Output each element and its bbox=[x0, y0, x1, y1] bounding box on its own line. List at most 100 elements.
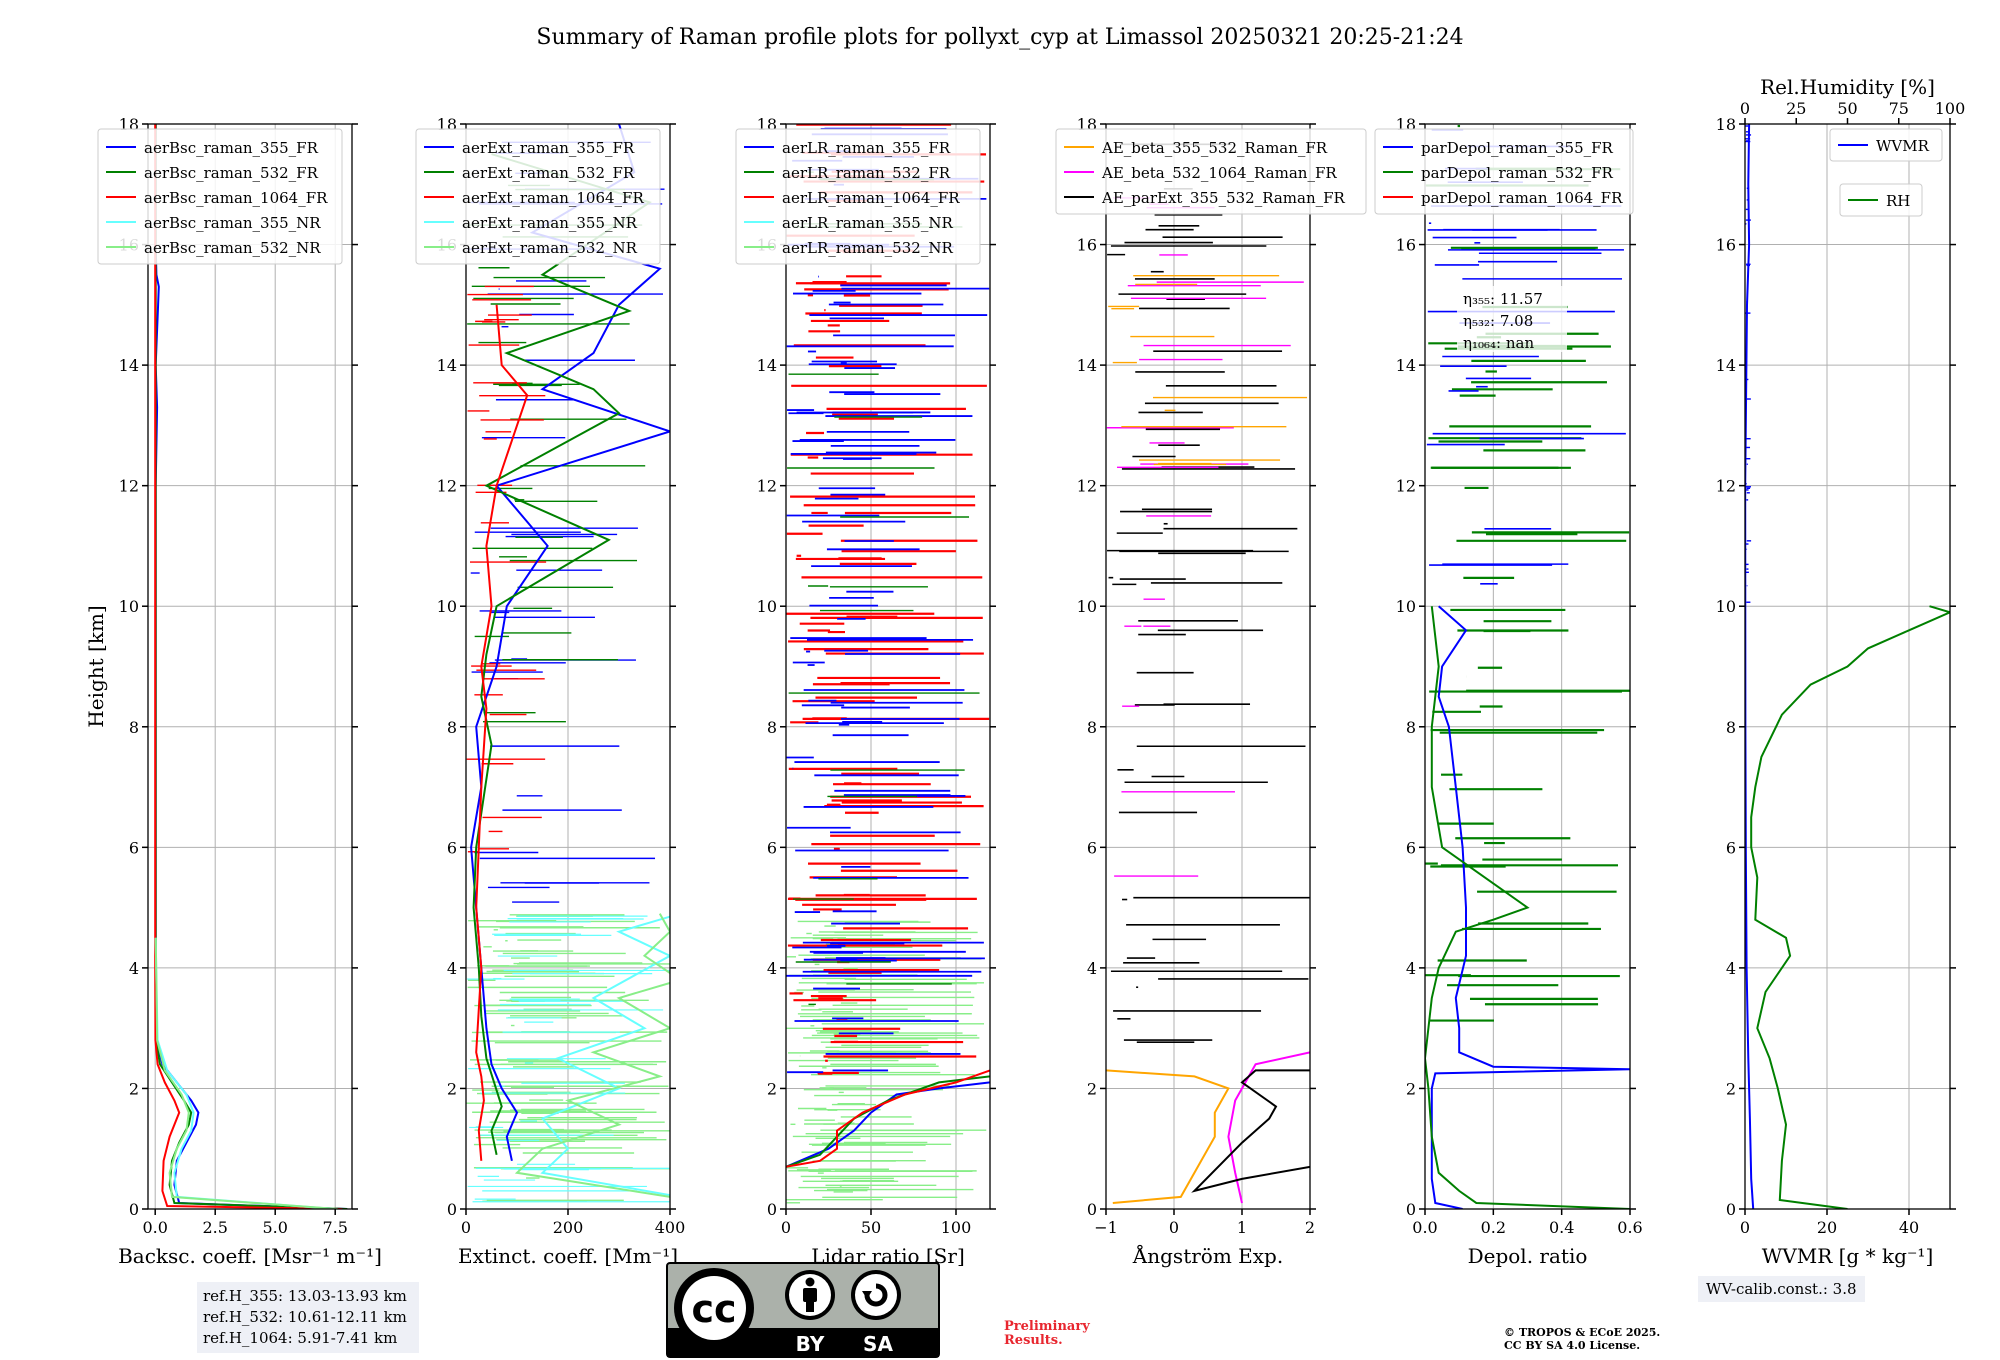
legend-box bbox=[415, 128, 661, 265]
series-line-AE_beta_532_1064_Raman_FR bbox=[1227, 1051, 1310, 1204]
legend-box bbox=[1829, 128, 1943, 162]
legend-box bbox=[1839, 183, 1923, 217]
x-tick-label: 20 bbox=[1817, 1218, 1837, 1237]
x-axis-label: Backsc. coeff. [Msr⁻¹ m⁻¹] bbox=[118, 1244, 382, 1268]
eta-line-eta355: η₃₅₅: 11.57 bbox=[1463, 290, 1543, 308]
x-tick-label: 100 bbox=[941, 1218, 972, 1237]
y-tick-label: 6 bbox=[1087, 838, 1097, 857]
series-line-aerBsc_raman_532_FR bbox=[154, 124, 348, 1209]
x-tick-label: 0 bbox=[781, 1218, 791, 1237]
x-tick-label: 2.5 bbox=[202, 1218, 227, 1237]
legend: AE_beta_355_532_Raman_FR AE_beta_532_1064… bbox=[1055, 128, 1367, 215]
legend-label-aerExt_raman_1064_FR: aerExt_raman_1064_FR bbox=[462, 189, 644, 207]
x-axis-label: WVMR [g * kg⁻¹] bbox=[1762, 1244, 1934, 1268]
preliminary-line-1: Preliminary bbox=[1004, 1319, 1090, 1334]
cc-share-alike-icon bbox=[851, 1270, 901, 1320]
series-line-aerExt_raman_355_FR bbox=[470, 124, 670, 1162]
y-tick-label: 6 bbox=[447, 838, 457, 857]
legend-label-aerExt_raman_355_NR: aerExt_raman_355_NR bbox=[462, 214, 638, 232]
series-line-aerBsc_raman_355_NR bbox=[154, 937, 336, 1209]
x-tick-label: 0.2 bbox=[1481, 1218, 1506, 1237]
series-line-aerExt_raman_1064_FR bbox=[475, 304, 529, 1161]
series-line-parDepol_raman_532_FR bbox=[1425, 606, 1630, 1209]
y-tick-label: 14 bbox=[757, 356, 777, 375]
preliminary-line-2: Results. bbox=[1004, 1333, 1063, 1348]
y-axis-label: Height [km] bbox=[84, 605, 108, 727]
y-tick-label: 10 bbox=[1077, 597, 1097, 616]
y-tick-label: 10 bbox=[757, 597, 777, 616]
legend-label-parDepol_raman_532_FR: parDepol_raman_532_FR bbox=[1421, 164, 1614, 182]
legend-label-aerExt_raman_532_FR: aerExt_raman_532_FR bbox=[462, 164, 635, 182]
y-tick-label: 14 bbox=[1716, 356, 1736, 375]
x-tick-label: 200 bbox=[553, 1218, 584, 1237]
preliminary-note: Preliminary Results. bbox=[1004, 1320, 1090, 1348]
x-tick-label: 0.6 bbox=[1617, 1218, 1642, 1237]
cc-person-icon bbox=[785, 1270, 835, 1320]
legend-label-AE_parExt_355_532_Raman_FR: AE_parExt_355_532_Raman_FR bbox=[1101, 189, 1346, 207]
copyright-line-1: © TROPOS & ECoE 2025. bbox=[1504, 1326, 1661, 1339]
legend-label-aerLR_raman_355_FR: aerLR_raman_355_FR bbox=[782, 139, 951, 157]
legend-label-aerLR_raman_1064_FR: aerLR_raman_1064_FR bbox=[782, 189, 960, 207]
series-line-parDepol_raman_355_FR bbox=[1430, 605, 1630, 1209]
legend-label-AE_beta_355_532_Raman_FR: AE_beta_355_532_Raman_FR bbox=[1101, 139, 1328, 157]
axes-frame bbox=[1424, 123, 1631, 1210]
y-tick-label: 12 bbox=[119, 477, 139, 496]
top-x-tick-label: 75 bbox=[1889, 99, 1909, 118]
y-tick-label: 8 bbox=[447, 718, 457, 737]
legend-box bbox=[1055, 128, 1367, 215]
x-axis-label: Depol. ratio bbox=[1468, 1244, 1588, 1268]
legend-label-parDepol_raman_355_FR: parDepol_raman_355_FR bbox=[1421, 139, 1614, 157]
series-line-aerExt_raman_355_NR bbox=[540, 915, 670, 1197]
legend-RH: RH bbox=[1839, 183, 1923, 217]
plot-area bbox=[1106, 143, 1310, 1204]
legend-label-aerExt_raman_355_FR: aerExt_raman_355_FR bbox=[462, 139, 635, 157]
y-tick-label: 4 bbox=[447, 959, 457, 978]
y-tick-label: 12 bbox=[757, 477, 777, 496]
series-line-aerBsc_raman_1064_FR bbox=[154, 124, 343, 1209]
plot-area bbox=[466, 124, 670, 1203]
plot-area bbox=[1745, 124, 1950, 1209]
legend-label-aerLR_raman_355_NR: aerLR_raman_355_NR bbox=[782, 214, 953, 232]
x-tick-label: 0.4 bbox=[1549, 1218, 1574, 1237]
y-tick-label: 8 bbox=[1087, 718, 1097, 737]
legend-WVMR: WVMR bbox=[1829, 128, 1943, 162]
x-tick-label: 40 bbox=[1899, 1218, 1919, 1237]
top-x-tick-label: 0 bbox=[1740, 99, 1750, 118]
legend-label-aerLR_raman_532_FR: aerLR_raman_532_FR bbox=[782, 164, 951, 182]
copyright-line-2: CC BY SA 4.0 License. bbox=[1504, 1339, 1641, 1352]
series-line-aerLR_raman_355_FR bbox=[786, 1081, 990, 1168]
wv-calibration-text: WV-calib.const.: 3.8 bbox=[1706, 1280, 1857, 1298]
y-tick-label: 8 bbox=[1406, 718, 1416, 737]
eta-line-eta532: η₅₃₂: 7.08 bbox=[1463, 312, 1533, 330]
y-tick-label: 4 bbox=[767, 959, 777, 978]
axes-frame bbox=[1105, 123, 1311, 1210]
series-line-AE_beta_355_532_Raman_FR bbox=[1106, 1069, 1230, 1204]
y-tick-label: 2 bbox=[1087, 1079, 1097, 1098]
series-line-RH bbox=[1750, 605, 1950, 1209]
y-tick-label: 2 bbox=[129, 1079, 139, 1098]
series-line-aerExt_raman_532_NR bbox=[514, 913, 670, 1198]
y-tick-label: 0 bbox=[1726, 1200, 1736, 1219]
x-tick-label: 50 bbox=[861, 1218, 881, 1237]
y-tick-label: 4 bbox=[1726, 959, 1736, 978]
y-tick-label: 4 bbox=[1406, 959, 1416, 978]
x-tick-label: 0.0 bbox=[142, 1218, 167, 1237]
y-tick-label: 12 bbox=[1396, 477, 1416, 496]
y-tick-label: 10 bbox=[1716, 597, 1736, 616]
legend: aerExt_raman_355_FR aerExt_raman_532_FRae… bbox=[415, 128, 661, 265]
y-tick-label: 16 bbox=[1396, 236, 1416, 255]
series-line-aerBsc_raman_355_FR bbox=[154, 124, 348, 1209]
top-axis-label: Rel.Humidity [%] bbox=[1760, 75, 1935, 99]
y-tick-label: 14 bbox=[1077, 356, 1097, 375]
y-tick-label: 16 bbox=[1077, 236, 1097, 255]
plot-area bbox=[786, 124, 990, 1204]
y-tick-label: 2 bbox=[767, 1079, 777, 1098]
y-tick-label: 2 bbox=[447, 1079, 457, 1098]
y-tick-label: 0 bbox=[1406, 1200, 1416, 1219]
legend-box bbox=[97, 128, 343, 265]
